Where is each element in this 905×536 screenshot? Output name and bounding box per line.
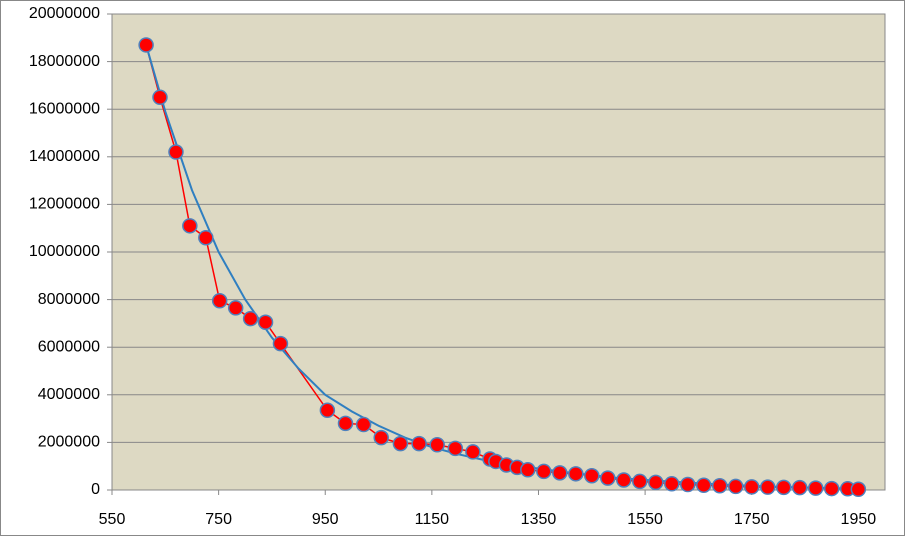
marker (227, 300, 244, 316)
marker (759, 479, 776, 495)
marker (552, 465, 568, 481)
marker (373, 429, 389, 446)
marker (823, 480, 840, 497)
marker (695, 477, 712, 493)
marker (242, 310, 259, 327)
x-tick-label: 750 (205, 511, 232, 528)
marker (791, 479, 808, 496)
marker (584, 467, 600, 484)
marker (182, 218, 198, 234)
marker (272, 335, 289, 352)
y-tick-label: 14000000 (29, 148, 100, 165)
marker (355, 416, 372, 433)
y-tick-label: 4000000 (38, 386, 100, 403)
marker (743, 479, 760, 495)
marker (775, 479, 792, 496)
x-tick-label: 1750 (734, 511, 770, 528)
marker (465, 444, 481, 460)
marker (138, 37, 154, 53)
x-tick-label: 950 (312, 511, 339, 528)
y-tick-label: 6000000 (38, 338, 100, 355)
marker (198, 229, 214, 246)
marker (168, 144, 184, 160)
marker (337, 415, 354, 432)
y-tick-label: 2000000 (38, 434, 100, 451)
marker (727, 478, 744, 495)
marker (711, 477, 728, 494)
marker (411, 435, 427, 452)
marker (807, 480, 824, 496)
y-tick-label: 0 (91, 481, 100, 498)
marker (632, 473, 648, 490)
marker (536, 463, 552, 480)
marker (520, 462, 536, 478)
marker (392, 435, 409, 452)
marker (447, 440, 464, 457)
y-tick-label: 20000000 (29, 5, 100, 22)
y-tick-label: 16000000 (29, 100, 100, 117)
x-tick-label: 1950 (841, 511, 877, 528)
y-tick-label: 12000000 (29, 196, 100, 213)
marker (319, 402, 336, 419)
y-tick-label: 10000000 (29, 243, 100, 260)
y-tick-label: 18000000 (29, 53, 100, 70)
x-tick-label: 1350 (521, 511, 557, 528)
marker (648, 474, 664, 491)
y-tick-label: 8000000 (38, 291, 100, 308)
marker (850, 481, 867, 498)
marker (211, 293, 228, 309)
marker (429, 437, 445, 453)
x-tick-label: 550 (99, 511, 126, 528)
x-tick-label: 1550 (627, 511, 663, 528)
marker (680, 476, 696, 493)
marker (664, 476, 680, 492)
marker (616, 472, 632, 488)
x-tick-label: 1150 (415, 511, 450, 528)
marker (257, 314, 274, 330)
marker (600, 470, 616, 486)
marker (152, 89, 168, 106)
marker (568, 466, 584, 482)
